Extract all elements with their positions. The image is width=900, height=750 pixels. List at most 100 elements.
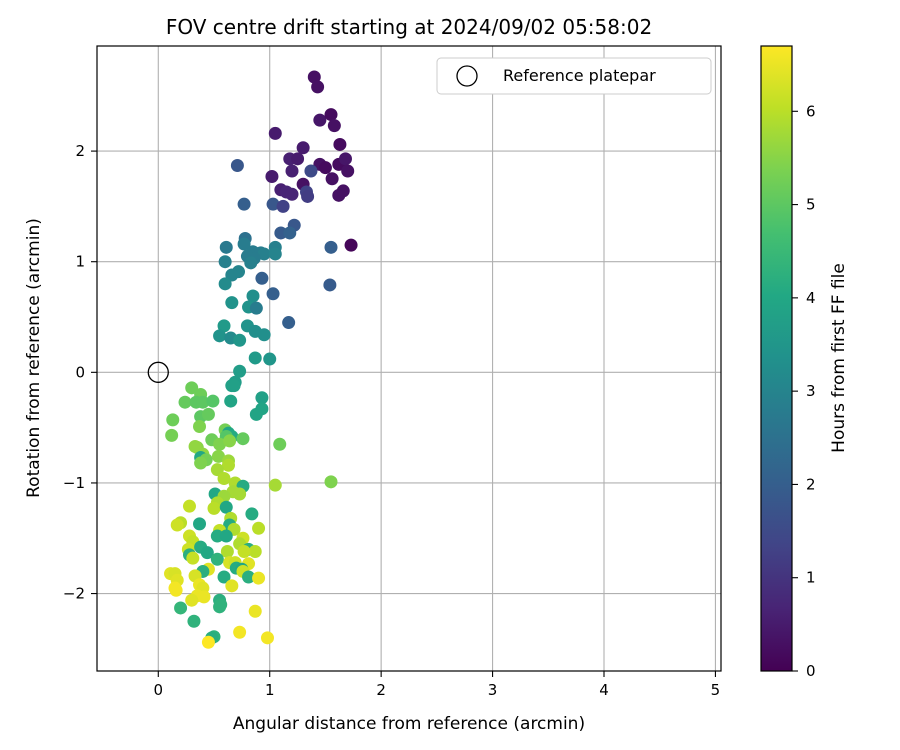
y-tick-label: −1 xyxy=(63,474,85,492)
data-point xyxy=(217,319,231,333)
data-point xyxy=(219,240,233,254)
data-point xyxy=(187,614,201,628)
data-point xyxy=(285,164,299,178)
data-point xyxy=(257,328,271,342)
data-point xyxy=(210,552,224,566)
data-point xyxy=(245,507,259,521)
data-point xyxy=(178,395,192,409)
data-point xyxy=(291,152,305,166)
data-point xyxy=(182,499,196,513)
legend-entry-label: Reference platepar xyxy=(503,66,656,85)
x-tick-label: 0 xyxy=(154,681,164,699)
data-point xyxy=(211,449,225,463)
data-point xyxy=(248,545,262,559)
data-point xyxy=(227,379,241,393)
data-point xyxy=(233,364,247,378)
data-point xyxy=(207,501,221,515)
data-point xyxy=(196,395,210,409)
colorbar-tick-label: 4 xyxy=(806,289,816,307)
colorbar xyxy=(760,45,793,672)
data-point xyxy=(324,240,338,254)
data-point xyxy=(210,529,224,543)
data-point xyxy=(233,333,247,347)
data-point xyxy=(166,413,180,427)
data-point xyxy=(301,189,315,203)
data-point xyxy=(246,289,260,303)
data-point xyxy=(185,593,199,607)
data-point xyxy=(311,80,325,94)
data-point xyxy=(296,141,310,155)
y-tick-label: −2 xyxy=(63,585,85,603)
data-point xyxy=(283,226,297,240)
colorbar-ticks: 0 1 2 3 4 5 6 xyxy=(792,102,816,680)
data-point xyxy=(194,456,208,470)
data-point xyxy=(266,287,280,301)
chart-title: FOV centre drift starting at 2024/09/02 … xyxy=(166,15,652,39)
data-point xyxy=(341,164,355,178)
colorbar-label: Hours from first FF file xyxy=(829,263,849,453)
data-point xyxy=(323,278,337,292)
data-point xyxy=(274,226,288,240)
data-point xyxy=(307,70,321,84)
data-point xyxy=(230,158,244,172)
data-point xyxy=(285,187,299,201)
colorbar-tick-label: 0 xyxy=(806,662,816,680)
data-point xyxy=(225,296,239,310)
data-point xyxy=(252,571,266,585)
data-points xyxy=(164,70,358,649)
data-point xyxy=(213,600,227,614)
colorbar-tick-label: 2 xyxy=(806,475,816,493)
data-point xyxy=(186,551,200,565)
data-point xyxy=(193,420,207,434)
data-point xyxy=(237,237,251,251)
data-point xyxy=(165,428,179,442)
x-tick-label: 3 xyxy=(488,681,498,699)
plot-frame xyxy=(96,45,722,672)
data-point xyxy=(249,301,263,315)
data-point xyxy=(169,583,183,597)
colorbar-tick-label: 5 xyxy=(806,196,816,214)
data-point xyxy=(242,570,256,584)
y-tick-label: 0 xyxy=(75,363,85,381)
data-point xyxy=(213,437,227,451)
data-point xyxy=(225,579,239,593)
data-point xyxy=(255,271,269,285)
data-point xyxy=(255,391,269,405)
data-point xyxy=(219,529,233,543)
data-point xyxy=(210,463,224,477)
data-point xyxy=(268,126,282,140)
data-point xyxy=(252,521,266,535)
data-point xyxy=(248,604,262,618)
data-point xyxy=(325,172,339,186)
data-point xyxy=(201,407,215,421)
data-point xyxy=(213,329,227,343)
legend: Reference platepar xyxy=(436,57,712,95)
data-point xyxy=(265,170,279,184)
data-point xyxy=(237,197,251,211)
data-point xyxy=(217,472,231,486)
data-point xyxy=(220,545,234,559)
x-tick-label: 1 xyxy=(265,681,275,699)
y-axis-label: Rotation from reference (arcmin) xyxy=(24,218,44,498)
colorbar-tick-label: 1 xyxy=(806,569,816,587)
reference-platepar-marker xyxy=(147,361,169,383)
data-point xyxy=(268,478,282,492)
data-point xyxy=(219,500,233,514)
data-point xyxy=(236,432,250,446)
data-point xyxy=(249,407,263,421)
data-point xyxy=(218,255,232,269)
data-point xyxy=(273,437,287,451)
data-point xyxy=(324,108,338,122)
data-point xyxy=(257,247,271,261)
data-point xyxy=(224,394,238,408)
data-point xyxy=(313,113,327,127)
data-point xyxy=(233,625,247,639)
data-point xyxy=(201,635,215,649)
colorbar-tick-label: 3 xyxy=(806,382,816,400)
data-point xyxy=(225,268,239,282)
data-point xyxy=(185,381,199,395)
data-point xyxy=(193,517,207,531)
data-point xyxy=(304,164,318,178)
